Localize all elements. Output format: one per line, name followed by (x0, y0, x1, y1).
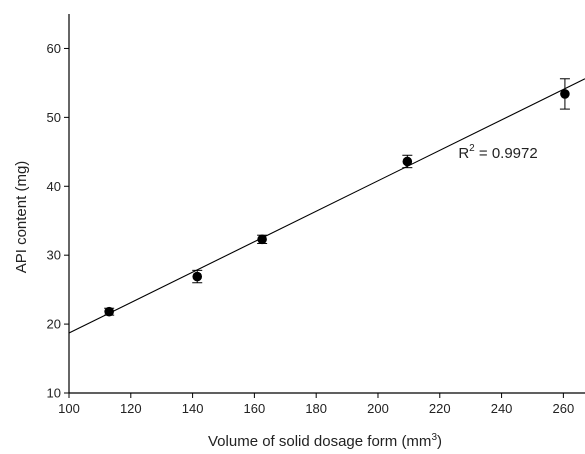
x-tick-label: 120 (120, 401, 142, 416)
data-point (402, 156, 413, 167)
r-squared-value: = 0.9972 (475, 145, 538, 162)
x-tick-label: 200 (367, 401, 389, 416)
data-point (104, 306, 114, 317)
x-axis-label: Volume of solid dosage form (mm3) (208, 432, 442, 450)
x-tick-label: 140 (182, 401, 204, 416)
data-point (192, 271, 203, 282)
x-axis-label-close: ) (437, 433, 442, 450)
x-tick-label: 100 (58, 401, 80, 416)
y-tick-label: 40 (47, 179, 61, 194)
x-tick-label: 240 (491, 401, 513, 416)
regression-line (68, 78, 585, 334)
y-tick-label: 60 (47, 41, 61, 56)
ticks: 100 120 140 160 180 200 220 240 260 10 20 30 40 50 60 (47, 41, 575, 416)
r-squared-superscript: 2 (469, 143, 475, 154)
x-axis-label-superscript: 3 (431, 432, 437, 443)
data-point (257, 234, 267, 245)
x-tick-label: 260 (553, 401, 575, 416)
y-tick-label: 50 (47, 110, 61, 125)
x-tick-label: 160 (244, 401, 266, 416)
data-point (560, 89, 570, 99)
data-points (104, 78, 570, 317)
r-squared-annotation: R2 = 0.9972 (458, 143, 537, 162)
fit-line-group (68, 78, 585, 334)
x-tick-label: 220 (429, 401, 451, 416)
y-tick-label: 20 (47, 317, 61, 332)
x-tick-label: 180 (305, 401, 327, 416)
y-tick-label: 30 (47, 248, 61, 263)
y-axis-label: API content (mg) (13, 161, 30, 274)
y-tick-label: 10 (47, 386, 61, 401)
axes (68, 14, 585, 394)
